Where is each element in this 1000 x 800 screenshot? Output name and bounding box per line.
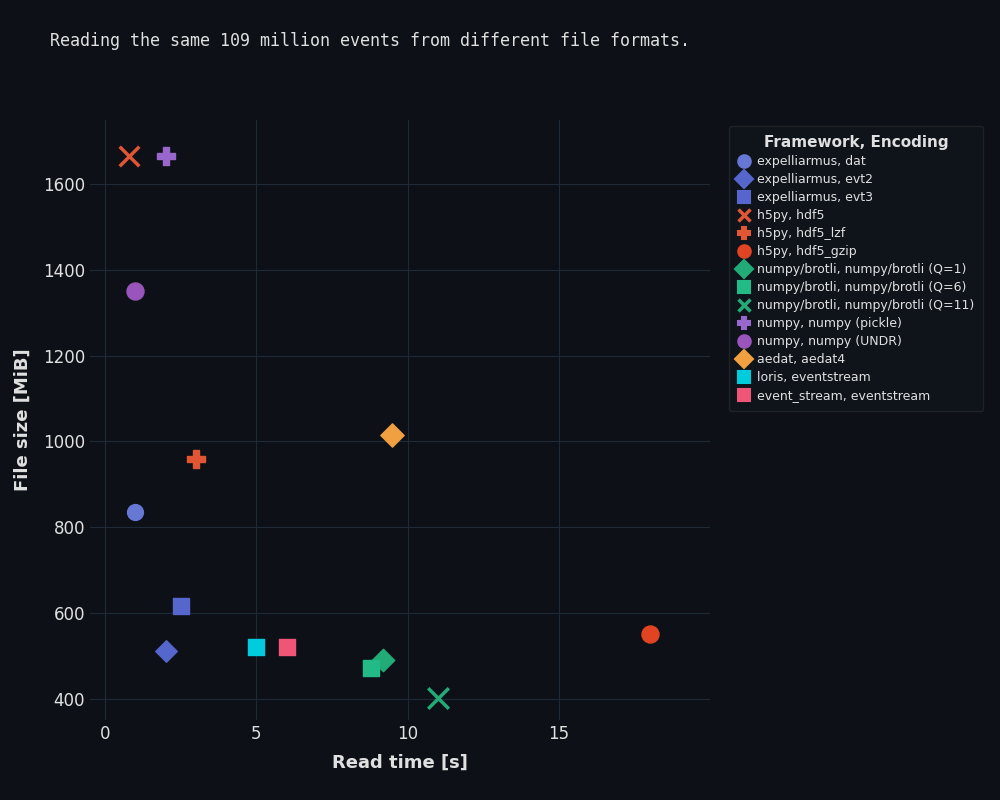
Point (375, 654, 391, 666)
Point (158, 645, 174, 658)
Text: Reading the same 109 million events from different file formats.: Reading the same 109 million events from… (50, 32, 690, 50)
Point (127, 285, 143, 298)
Point (384, 429, 400, 442)
Point (642, 628, 658, 641)
Point (158, 150, 174, 163)
Point (248, 641, 264, 654)
Point (363, 662, 379, 674)
Legend: expelliarmus, dat, expelliarmus, evt2, expelliarmus, evt3, h5py, hdf5, h5py, hdf: expelliarmus, dat, expelliarmus, evt2, e… (729, 126, 983, 410)
Point (173, 600, 189, 613)
X-axis label: Read time [s]: Read time [s] (332, 754, 468, 772)
Point (188, 452, 204, 465)
Y-axis label: File size [MiB]: File size [MiB] (14, 349, 32, 491)
Point (430, 691, 446, 704)
Point (127, 506, 143, 518)
Point (121, 150, 137, 163)
Point (279, 641, 295, 654)
